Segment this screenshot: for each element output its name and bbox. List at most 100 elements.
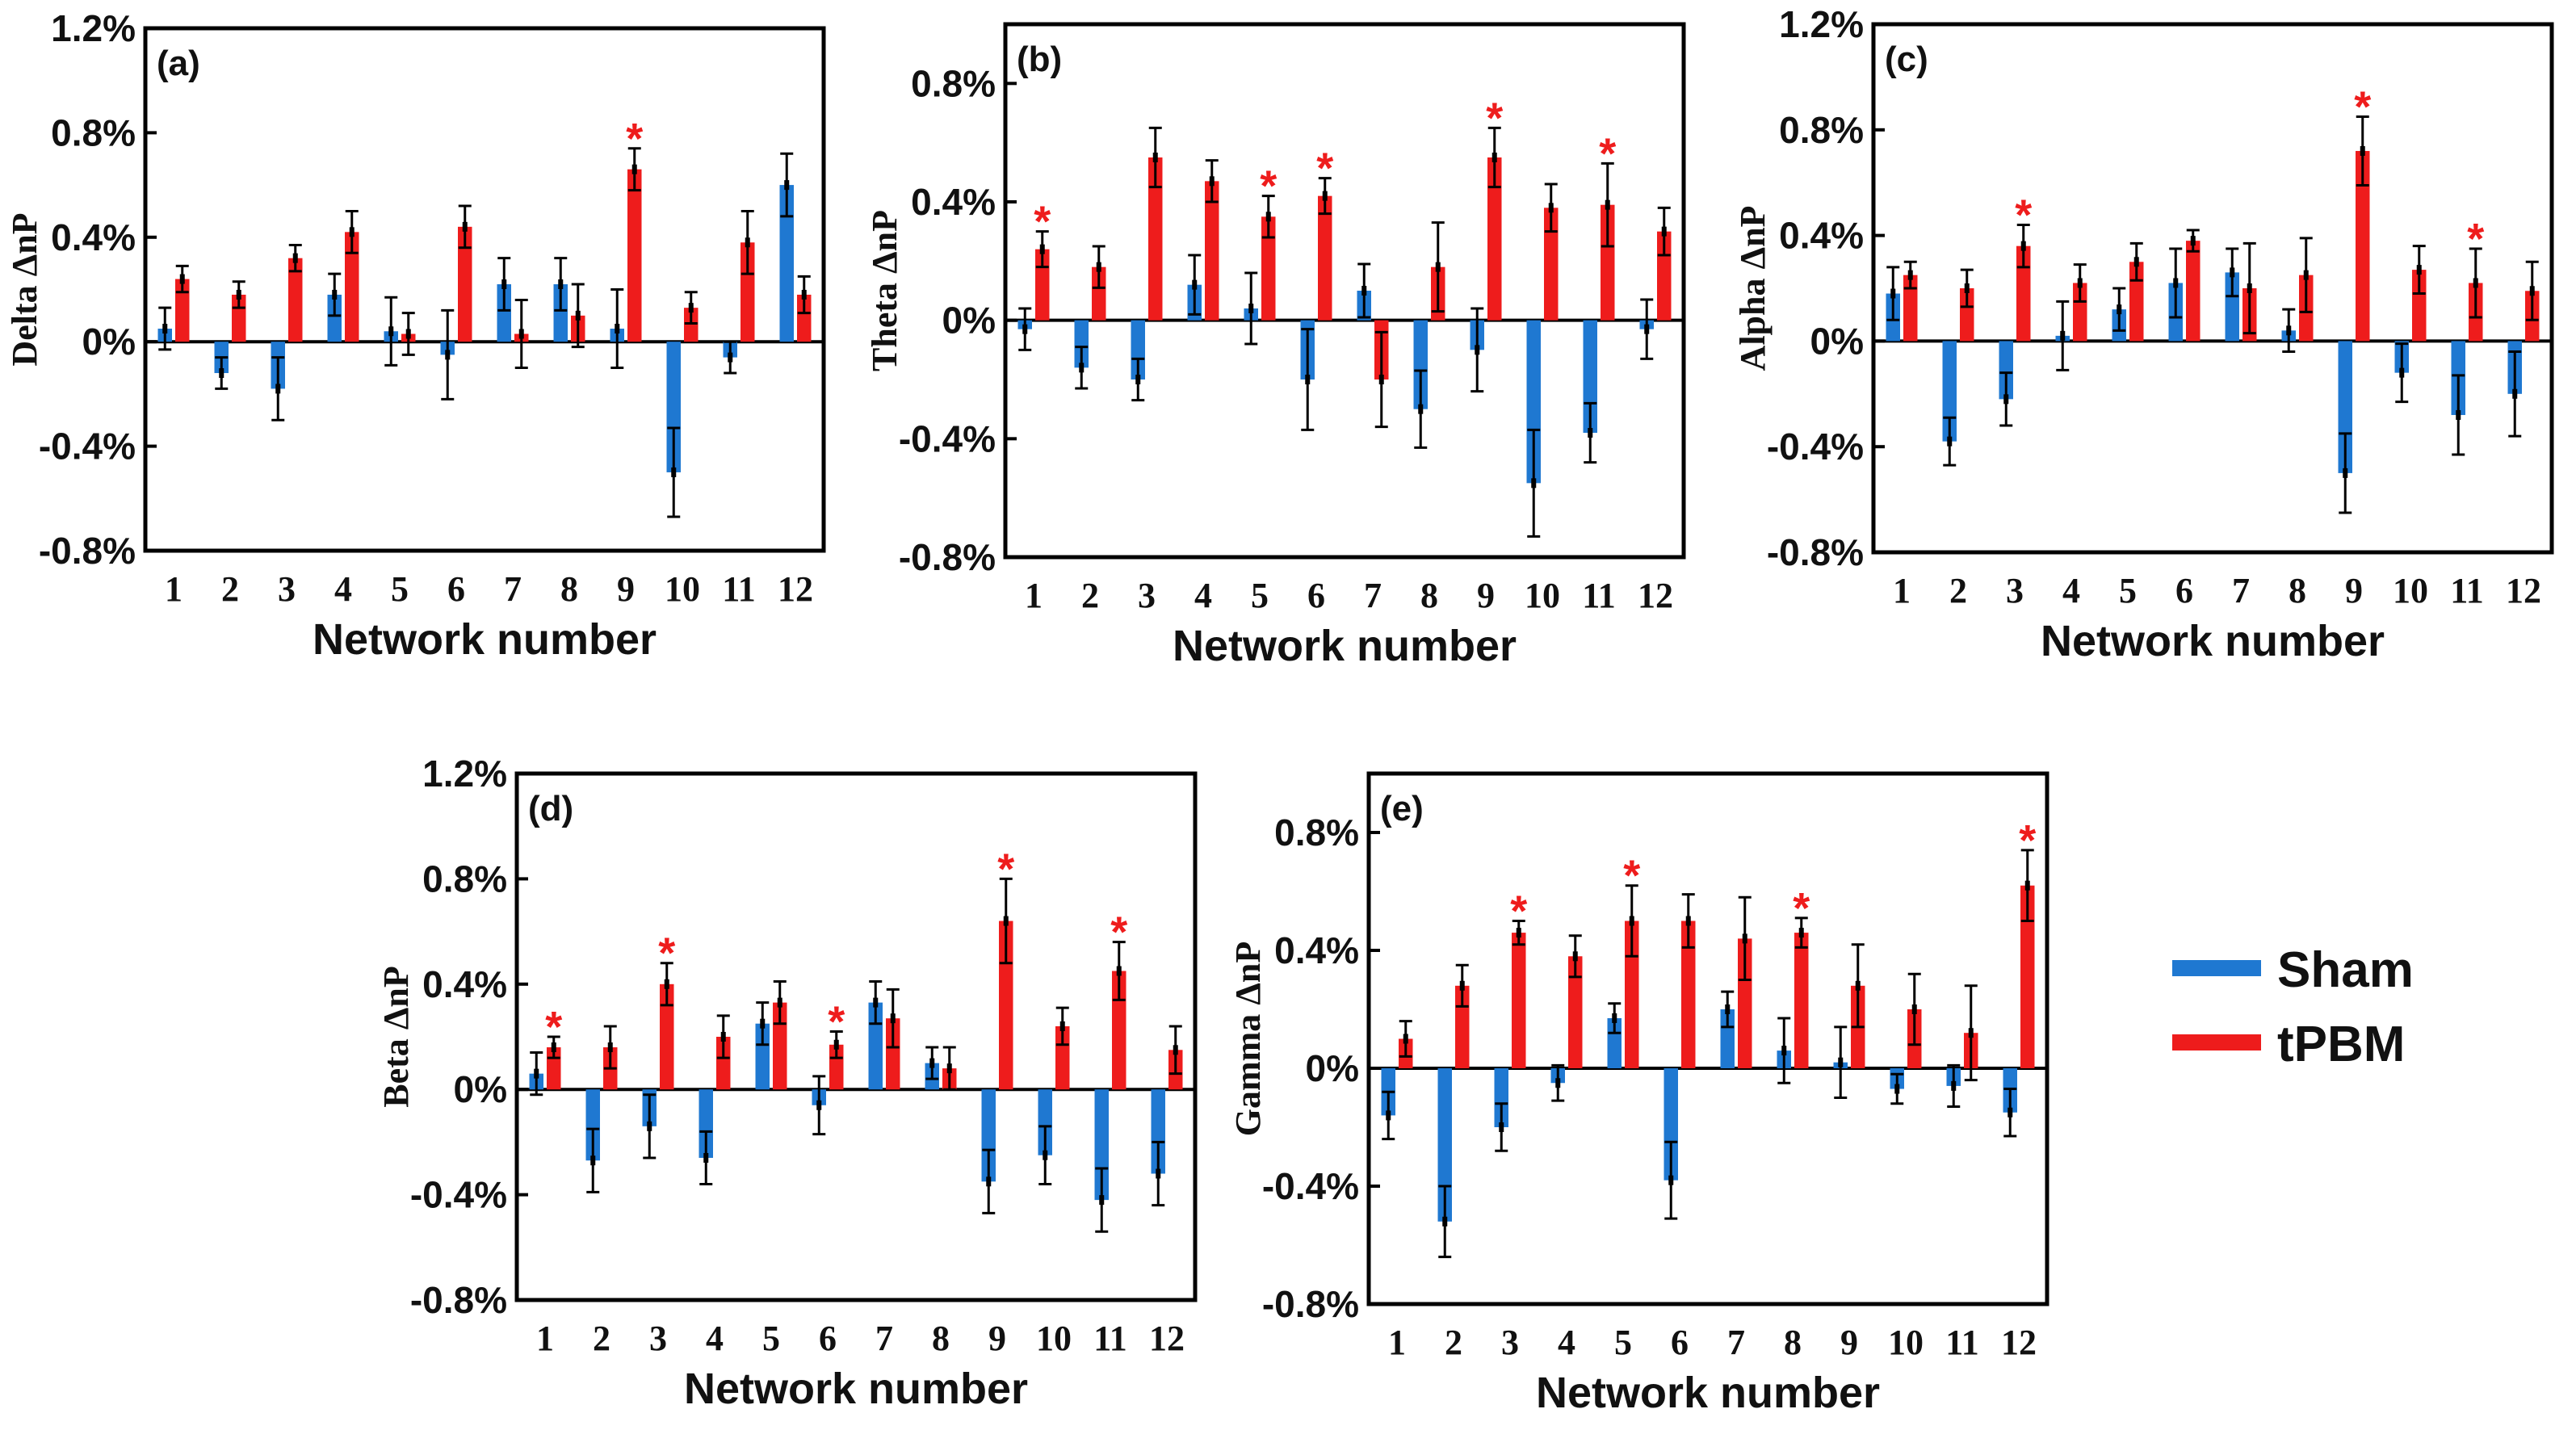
mean-marker bbox=[1265, 212, 1271, 222]
bar-tpbm-5 bbox=[1625, 921, 1639, 1068]
mean-marker bbox=[1605, 199, 1610, 210]
panel-d-beta: -0.8%-0.4%0%0.4%0.8%1.2%*****1 2 3 4 5 6 7 8 9 10… bbox=[376, 753, 1198, 1413]
mean-marker bbox=[1248, 304, 1254, 313]
x-tick-label: 1 bbox=[1893, 571, 1911, 610]
x-tick-label: 6 bbox=[1671, 1323, 1689, 1362]
significance-star: * bbox=[2354, 82, 2371, 131]
mean-marker bbox=[801, 289, 807, 300]
significance-star: * bbox=[545, 1003, 562, 1051]
mean-marker bbox=[1022, 324, 1028, 334]
x-axis-label: Network number bbox=[313, 615, 657, 664]
significance-star: * bbox=[1623, 852, 1640, 900]
mean-marker bbox=[1798, 928, 1804, 938]
mean-marker bbox=[2190, 236, 2196, 246]
x-tick-label: 12 bbox=[1638, 576, 1673, 615]
bar-tpbm-6 bbox=[1681, 921, 1696, 1068]
y-tick-label: 1.2% bbox=[1779, 3, 1864, 45]
mean-marker bbox=[1947, 436, 1953, 447]
mean-marker bbox=[2456, 409, 2461, 420]
bar-sham-4 bbox=[699, 1089, 713, 1158]
mean-marker bbox=[445, 350, 451, 360]
x-tick-label: 5 bbox=[1251, 576, 1269, 615]
plot-frame bbox=[1003, 22, 1686, 560]
bar-tpbm-12 bbox=[1657, 231, 1672, 321]
mean-marker bbox=[1003, 916, 1009, 926]
panel-e-gamma: -0.8%-0.4%0%0.4%0.8%****1 2 3 4 5 6 7 8 9 10 11 12N… bbox=[1228, 771, 2049, 1417]
y-tick-label: 0.4% bbox=[51, 216, 136, 258]
plot-frame bbox=[143, 26, 826, 553]
bar-sham-5 bbox=[1607, 1017, 1622, 1068]
mean-marker bbox=[615, 324, 620, 334]
y-tick-label: 1.2% bbox=[51, 7, 136, 49]
significance-star: * bbox=[1599, 129, 1616, 178]
mean-marker bbox=[2003, 394, 2009, 405]
x-tick-label: 10 bbox=[2393, 571, 2428, 610]
mean-marker bbox=[1079, 363, 1085, 373]
significance-star: * bbox=[1110, 908, 1127, 957]
y-tick-label: 0% bbox=[82, 321, 136, 363]
bar-sham-8 bbox=[1413, 320, 1428, 409]
y-tick-label: 0% bbox=[454, 1068, 507, 1110]
x-tick-label: 3 bbox=[1501, 1323, 1519, 1362]
y-tick-label: -0.8% bbox=[39, 530, 136, 572]
x-tick-label: 8 bbox=[932, 1319, 950, 1358]
panel-label: (b) bbox=[1017, 40, 1062, 79]
mean-marker bbox=[1135, 375, 1141, 384]
mean-marker bbox=[2133, 257, 2139, 267]
y-tick-label: 0.4% bbox=[911, 181, 996, 223]
mean-marker bbox=[1475, 345, 1480, 355]
mean-marker bbox=[1152, 153, 1158, 162]
mean-marker bbox=[236, 289, 241, 300]
mean-marker bbox=[1555, 1078, 1561, 1088]
significance-star: * bbox=[1510, 887, 1527, 936]
mean-marker bbox=[2024, 880, 2030, 891]
mean-marker bbox=[1378, 375, 1384, 384]
bar-tpbm-12 bbox=[797, 294, 812, 342]
mean-marker bbox=[388, 326, 394, 337]
mean-marker bbox=[179, 274, 185, 284]
bar-sham-2 bbox=[585, 1089, 600, 1161]
mean-marker bbox=[607, 1042, 613, 1053]
legend: Sham tPBM bbox=[2172, 942, 2414, 1072]
significance-star: * bbox=[1034, 198, 1051, 246]
mean-marker bbox=[929, 1058, 935, 1068]
x-tick-label: 7 bbox=[2232, 571, 2250, 610]
mean-marker bbox=[1894, 1084, 1900, 1094]
mean-marker bbox=[1099, 1195, 1105, 1206]
mean-marker bbox=[1612, 1013, 1617, 1023]
mean-marker bbox=[1911, 1004, 1917, 1014]
x-tick-label: 10 bbox=[1036, 1319, 1072, 1358]
mean-marker bbox=[720, 1032, 726, 1042]
bar-sham-2 bbox=[1942, 341, 1957, 442]
x-tick-label: 6 bbox=[2175, 571, 2193, 610]
mean-marker bbox=[728, 352, 733, 363]
mean-marker bbox=[349, 227, 355, 237]
mean-marker bbox=[664, 979, 669, 989]
legend-swatch-sham bbox=[2172, 960, 2261, 976]
y-axis-label-beta: Beta ΔnP bbox=[376, 966, 416, 1107]
mean-marker bbox=[1039, 244, 1045, 254]
mean-marker bbox=[2020, 241, 2026, 251]
panel-label: (a) bbox=[157, 44, 200, 83]
bar-sham-3 bbox=[1494, 1068, 1508, 1127]
mean-marker bbox=[1968, 1028, 1974, 1038]
bar-tpbm-11 bbox=[740, 242, 755, 342]
x-tick-label: 3 bbox=[2006, 571, 2024, 610]
mean-marker bbox=[890, 1013, 896, 1024]
mean-marker bbox=[2399, 367, 2405, 378]
mean-marker bbox=[688, 303, 694, 313]
mean-marker bbox=[1838, 1057, 1844, 1067]
mean-marker bbox=[405, 329, 411, 339]
x-tick-label: 5 bbox=[391, 569, 409, 609]
x-tick-label: 4 bbox=[334, 569, 352, 609]
y-tick-label: -0.8% bbox=[1767, 531, 1864, 573]
mean-marker bbox=[1173, 1045, 1178, 1055]
bar-sham-12 bbox=[779, 185, 794, 342]
mean-marker bbox=[2060, 330, 2066, 341]
mean-marker bbox=[275, 384, 281, 394]
x-tick-label: 11 bbox=[2450, 571, 2484, 610]
mean-marker bbox=[1742, 933, 1747, 944]
y-axis-label-gamma: Gamma ΔnP bbox=[1228, 941, 1268, 1136]
mean-marker bbox=[1964, 283, 1970, 293]
mean-marker bbox=[1209, 176, 1215, 187]
